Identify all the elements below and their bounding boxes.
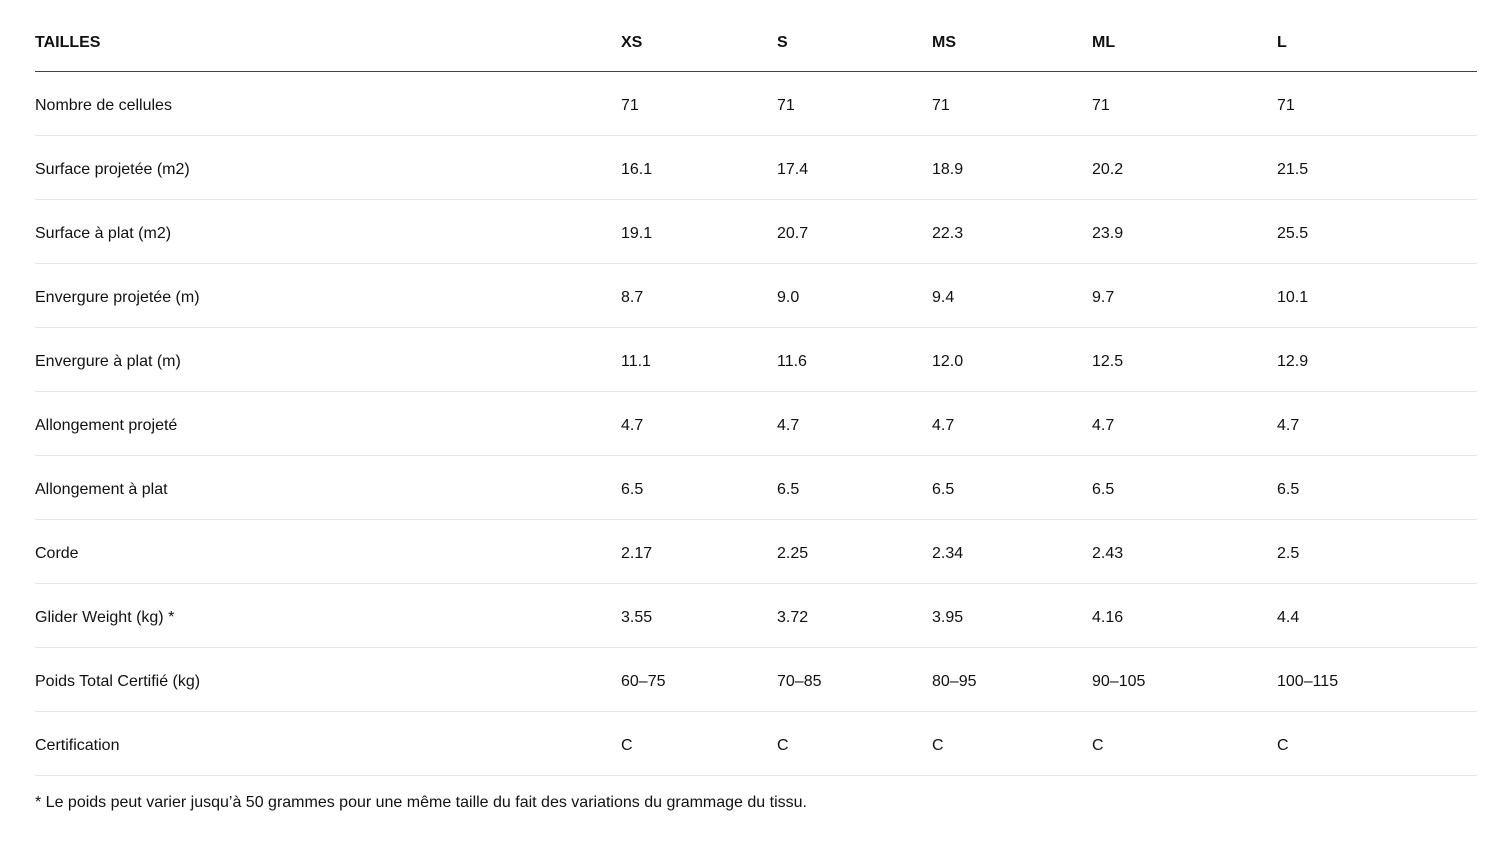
spec-cell-value: C [777, 711, 932, 776]
spec-cell-value: 11.1 [621, 327, 777, 392]
spec-row: Certification C C C C C [35, 711, 1477, 776]
spec-row-label: Allongement projeté [35, 391, 621, 456]
size-column-header-s: S [777, 16, 932, 72]
spec-cell-value: 20.7 [777, 199, 932, 264]
spec-cell-value: 2.43 [1092, 519, 1277, 584]
spec-row: Corde 2.17 2.25 2.34 2.43 2.5 [35, 519, 1477, 584]
spec-cell-value: 18.9 [932, 135, 1092, 200]
spec-row: Envergure projetée (m) 8.7 9.0 9.4 9.7 10.1 [35, 263, 1477, 328]
spec-cell-value: 11.6 [777, 327, 932, 392]
spec-cell-value: 10.1 [1277, 263, 1477, 328]
spec-cell-value: 90–105 [1092, 647, 1277, 712]
spec-cell-value: 3.72 [777, 583, 932, 648]
spec-row: Envergure à plat (m) 11.1 11.6 12.0 12.5 12.9 [35, 327, 1477, 392]
spec-cell-value: 4.7 [777, 391, 932, 456]
spec-cell-value: 71 [1092, 71, 1277, 136]
spec-row: Allongement projeté 4.7 4.7 4.7 4.7 4.7 [35, 391, 1477, 456]
spec-cell-value: 6.5 [1277, 455, 1477, 520]
spec-cell-value: 23.9 [1092, 199, 1277, 264]
spec-row-label: Nombre de cellules [35, 71, 621, 136]
spec-cell-value: 16.1 [621, 135, 777, 200]
spec-row: Surface projetée (m2) 16.1 17.4 18.9 20.2 21.… [35, 135, 1477, 200]
spec-cell-value: 8.7 [621, 263, 777, 328]
spec-row-label: Glider Weight (kg) * [35, 583, 621, 648]
spec-cell-value: 9.4 [932, 263, 1092, 328]
spec-cell-value: 25.5 [1277, 199, 1477, 264]
spec-cell-value: 17.4 [777, 135, 932, 200]
spec-row-label: Surface projetée (m2) [35, 135, 621, 200]
spec-row-label: Corde [35, 519, 621, 584]
size-column-header-xs: XS [621, 16, 777, 72]
spec-cell-value: 4.7 [1092, 391, 1277, 456]
spec-cell-value: 4.4 [1277, 583, 1477, 648]
spec-cell-value: 12.9 [1277, 327, 1477, 392]
spec-row-label: Envergure à plat (m) [35, 327, 621, 392]
spec-cell-value: C [1277, 711, 1477, 776]
size-column-header-l: L [1277, 16, 1477, 72]
spec-cell-value: 2.5 [1277, 519, 1477, 584]
spec-cell-value: 80–95 [932, 647, 1092, 712]
spec-cell-value: 9.7 [1092, 263, 1277, 328]
spec-cell-value: 3.55 [621, 583, 777, 648]
spec-cell-value: 2.25 [777, 519, 932, 584]
spec-cell-value: 6.5 [1092, 455, 1277, 520]
spec-cell-value: 71 [777, 71, 932, 136]
spec-cell-value: 70–85 [777, 647, 932, 712]
header-row: TAILLES XS S MS ML L [35, 16, 1477, 72]
spec-cell-value: 6.5 [621, 455, 777, 520]
spec-cell-value: 21.5 [1277, 135, 1477, 200]
spec-row: Nombre de cellules 71 71 71 71 71 [35, 71, 1477, 136]
spec-cell-value: 19.1 [621, 199, 777, 264]
spec-row: Poids Total Certifié (kg) 60–75 70–85 80–95… [35, 647, 1477, 712]
spec-row-label: Poids Total Certifié (kg) [35, 647, 621, 712]
spec-cell-value: C [932, 711, 1092, 776]
spec-cell-value: 20.2 [1092, 135, 1277, 200]
spec-cell-value: 3.95 [932, 583, 1092, 648]
spec-cell-value: 22.3 [932, 199, 1092, 264]
spec-row-label: Certification [35, 711, 621, 776]
table-body: Nombre de cellules 71 71 71 71 71 Surface proj… [35, 71, 1477, 776]
spec-row: Allongement à plat 6.5 6.5 6.5 6.5 6.5 [35, 455, 1477, 520]
spec-row-label: Surface à plat (m2) [35, 199, 621, 264]
spec-cell-value: 6.5 [777, 455, 932, 520]
size-spec-table: TAILLES XS S MS ML L Nombre de cellules 71 71 7… [35, 16, 1477, 776]
spec-cell-value: 71 [932, 71, 1092, 136]
size-column-header-ms: MS [932, 16, 1092, 72]
spec-row: Surface à plat (m2) 19.1 20.7 22.3 23.9 25.5 [35, 199, 1477, 264]
spec-cell-value: C [1092, 711, 1277, 776]
spec-cell-value: 100–115 [1277, 647, 1477, 712]
spec-cell-value: C [621, 711, 777, 776]
spec-cell-value: 2.17 [621, 519, 777, 584]
sizes-column-title: TAILLES [35, 16, 621, 72]
weight-variation-footnote: * Le poids peut varier jusqu’à 50 gramme… [35, 794, 807, 811]
spec-row-label: Allongement à plat [35, 455, 621, 520]
spec-cell-value: 4.7 [932, 391, 1092, 456]
spec-cell-value: 9.0 [777, 263, 932, 328]
spec-cell-value: 4.7 [621, 391, 777, 456]
spec-cell-value: 71 [621, 71, 777, 136]
spec-row: Glider Weight (kg) * 3.55 3.72 3.95 4.16 4.4 [35, 583, 1477, 648]
spec-cell-value: 71 [1277, 71, 1477, 136]
size-column-header-ml: ML [1092, 16, 1277, 72]
spec-cell-value: 4.7 [1277, 391, 1477, 456]
spec-cell-value: 60–75 [621, 647, 777, 712]
spec-cell-value: 12.0 [932, 327, 1092, 392]
spec-row-label: Envergure projetée (m) [35, 263, 621, 328]
spec-cell-value: 2.34 [932, 519, 1092, 584]
spec-cell-value: 12.5 [1092, 327, 1277, 392]
spec-cell-value: 4.16 [1092, 583, 1277, 648]
spec-cell-value: 6.5 [932, 455, 1092, 520]
